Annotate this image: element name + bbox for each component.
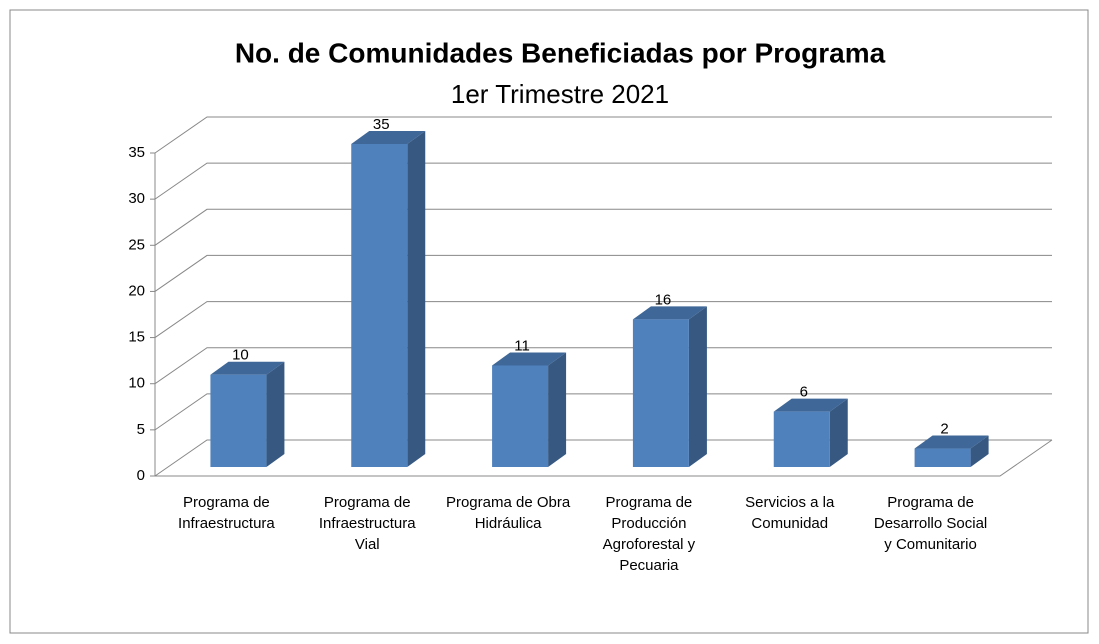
bar-front xyxy=(632,319,689,467)
bar-front xyxy=(492,365,549,467)
y-tick-label: 0 xyxy=(137,467,145,484)
bar-front xyxy=(914,448,971,467)
grid-line xyxy=(154,162,1052,200)
y-tick-label: 25 xyxy=(128,236,145,253)
value-label: 6 xyxy=(800,384,808,401)
value-label: 11 xyxy=(514,337,530,354)
value-label: 2 xyxy=(940,421,948,438)
x-tick-label: Programa de Desarrollo Social y Comunitari… xyxy=(874,494,987,553)
grid-line xyxy=(154,393,1052,431)
chart-title: No. de Comunidades Beneficiadas por Prog… xyxy=(235,37,886,68)
bar-top xyxy=(773,398,848,412)
bar xyxy=(773,398,848,467)
y-tick-label: 10 xyxy=(128,375,145,392)
value-label: 10 xyxy=(232,347,249,364)
bar xyxy=(351,131,426,467)
bar-front xyxy=(351,144,408,467)
grid-line xyxy=(154,347,1052,385)
bar-side xyxy=(548,352,567,467)
grid-line xyxy=(154,116,1052,154)
bar-side xyxy=(407,131,426,467)
bar-front xyxy=(773,411,830,467)
bar xyxy=(210,361,285,467)
chart-frame xyxy=(9,9,1089,634)
grid-line xyxy=(154,439,1052,477)
bar-top xyxy=(351,131,426,144)
grid-line xyxy=(154,254,1052,292)
bar xyxy=(914,435,989,467)
bar-side xyxy=(688,306,707,467)
value-label: 35 xyxy=(373,116,390,133)
x-tick-label: Programa de Obra Hidráulica xyxy=(446,494,571,532)
y-tick-label: 30 xyxy=(128,190,145,207)
grid-line xyxy=(154,208,1052,246)
bar-side xyxy=(970,435,989,467)
grid-line xyxy=(154,301,1052,338)
bar xyxy=(632,306,707,467)
bar-top xyxy=(492,352,567,366)
bar-top xyxy=(914,435,989,449)
value-label: 16 xyxy=(655,291,672,308)
y-tick-label: 20 xyxy=(128,282,145,299)
x-tick-label: Servicios a la Comunidad xyxy=(745,494,835,532)
bar-side xyxy=(266,361,285,467)
x-tick-label: Programa de Producción Agroforestal y Pecua… xyxy=(603,494,696,574)
bar xyxy=(492,352,567,467)
bar-top xyxy=(632,306,707,320)
x-tick-label: Programa de Infraestructura xyxy=(178,494,275,532)
bar-top xyxy=(210,361,285,375)
y-tick-label: 35 xyxy=(128,144,145,161)
chart-subtitle: 1er Trimestre 2021 xyxy=(451,79,669,109)
floor xyxy=(155,439,1053,477)
x-tick-label: Programa de Infraestructura Vial xyxy=(319,494,416,553)
bar-side xyxy=(829,398,848,467)
y-tick-label: 5 xyxy=(137,421,145,438)
y-tick-label: 15 xyxy=(128,329,145,346)
bar-front xyxy=(210,374,267,467)
